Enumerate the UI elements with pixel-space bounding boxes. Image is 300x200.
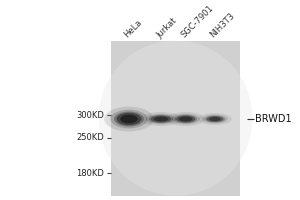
Bar: [112, 41, 240, 196]
Ellipse shape: [120, 115, 138, 123]
Ellipse shape: [209, 117, 221, 121]
Text: 250KD: 250KD: [76, 133, 104, 142]
Ellipse shape: [146, 114, 176, 124]
Ellipse shape: [99, 41, 253, 196]
Ellipse shape: [167, 112, 205, 126]
Text: BRWD1: BRWD1: [255, 114, 292, 124]
Ellipse shape: [179, 117, 192, 121]
Ellipse shape: [174, 115, 197, 123]
Ellipse shape: [151, 115, 171, 123]
Text: NIH3T3: NIH3T3: [208, 11, 237, 40]
Text: HeLa: HeLa: [123, 18, 144, 40]
Ellipse shape: [198, 113, 232, 125]
Text: 180KD: 180KD: [76, 169, 104, 178]
Ellipse shape: [172, 114, 200, 124]
Text: Jurkat: Jurkat: [155, 16, 178, 40]
Ellipse shape: [104, 107, 154, 131]
Text: 300KD: 300KD: [76, 111, 104, 120]
Ellipse shape: [117, 113, 141, 125]
Ellipse shape: [110, 110, 148, 128]
Ellipse shape: [202, 115, 228, 123]
Ellipse shape: [176, 115, 195, 123]
Ellipse shape: [141, 112, 182, 126]
Ellipse shape: [114, 112, 144, 126]
Text: SGC-7901: SGC-7901: [179, 4, 215, 40]
Ellipse shape: [149, 115, 173, 123]
Ellipse shape: [206, 116, 224, 122]
Ellipse shape: [205, 115, 225, 123]
Ellipse shape: [154, 117, 168, 121]
